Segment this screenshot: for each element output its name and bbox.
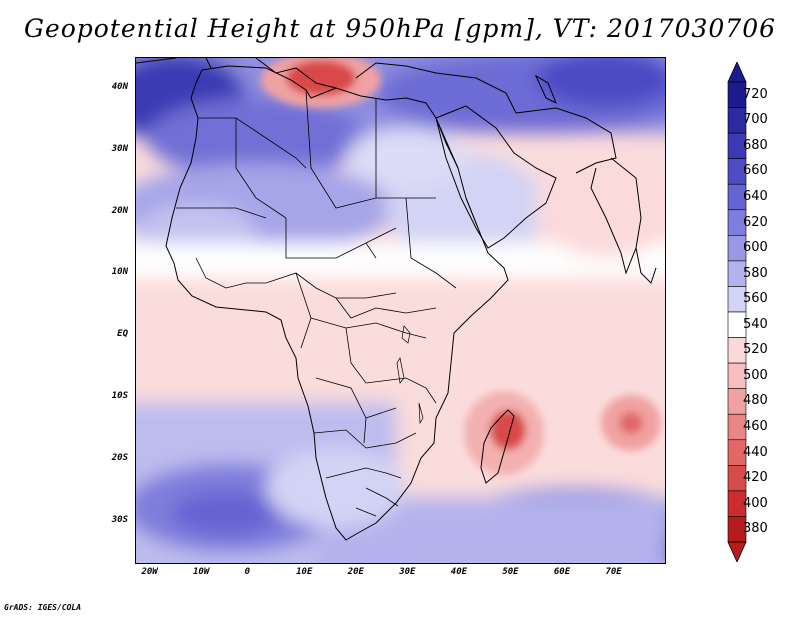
map-canvas [136, 58, 665, 563]
lat-tick-label: 20N [111, 205, 128, 216]
color-bar-level-label: 520 [743, 342, 768, 358]
map-panel [135, 57, 666, 564]
lat-tick-label: 20S [111, 452, 128, 463]
color-bar-level-label: 600 [743, 240, 768, 256]
lon-tick-label: 20E [347, 567, 364, 577]
lon-tick-label: 60E [553, 567, 571, 577]
lon-tick-label: 70E [605, 567, 622, 577]
lon-tick-label: 0 [244, 567, 250, 577]
color-bar-level-label: 400 [743, 495, 768, 511]
lat-tick-label: 40N [111, 81, 128, 92]
color-bar-level-label: 580 [743, 265, 768, 281]
color-bar-level-label: 640 [743, 189, 768, 204]
lon-tick-label: 50E [502, 567, 519, 577]
color-bar-level-label: 460 [743, 419, 768, 434]
color-bar-level-label: 660 [743, 163, 768, 179]
grads-credit: GrADS: IGES/COLA [4, 603, 82, 612]
lat-tick-label: 30N [111, 143, 128, 154]
color-bar [727, 62, 747, 562]
color-bar-level-label: 440 [743, 444, 768, 460]
color-bar-level-label: 560 [743, 291, 768, 307]
lon-tick-label: 20W [141, 567, 158, 577]
map-title: Geopotential Height at 950hPa [gpm], VT:… [23, 14, 777, 43]
country-borders [176, 89, 457, 517]
lon-tick-label: 10W [193, 567, 210, 577]
lat-tick-label: 10N [111, 267, 128, 278]
color-bar-level-label: 500 [743, 367, 768, 383]
color-bar-level-label: 540 [743, 316, 768, 332]
lon-tick-label: 40E [450, 567, 468, 577]
color-bar-bottom-arrow [727, 541, 747, 562]
lat-tick-label: 10S [111, 391, 128, 402]
lakes [396, 325, 424, 425]
color-bar-level-label: 620 [743, 214, 768, 230]
lat-tick-label: EQ [117, 329, 128, 340]
color-bar-level-label: 380 [743, 521, 768, 537]
lat-tick-label: 30S [111, 514, 128, 525]
color-bar-level-label: 480 [743, 393, 768, 409]
lon-tick-label: 30E [399, 567, 416, 577]
color-bar-level-label: 700 [743, 112, 768, 128]
color-bar-level-label: 680 [743, 137, 768, 153]
color-bar-level-label: 420 [743, 470, 768, 486]
height-field [136, 58, 665, 563]
color-bar-top-arrow [727, 62, 747, 83]
lon-tick-label: 10E [296, 567, 313, 577]
color-bar-level-label: 720 [743, 86, 768, 102]
coastlines [136, 58, 657, 541]
